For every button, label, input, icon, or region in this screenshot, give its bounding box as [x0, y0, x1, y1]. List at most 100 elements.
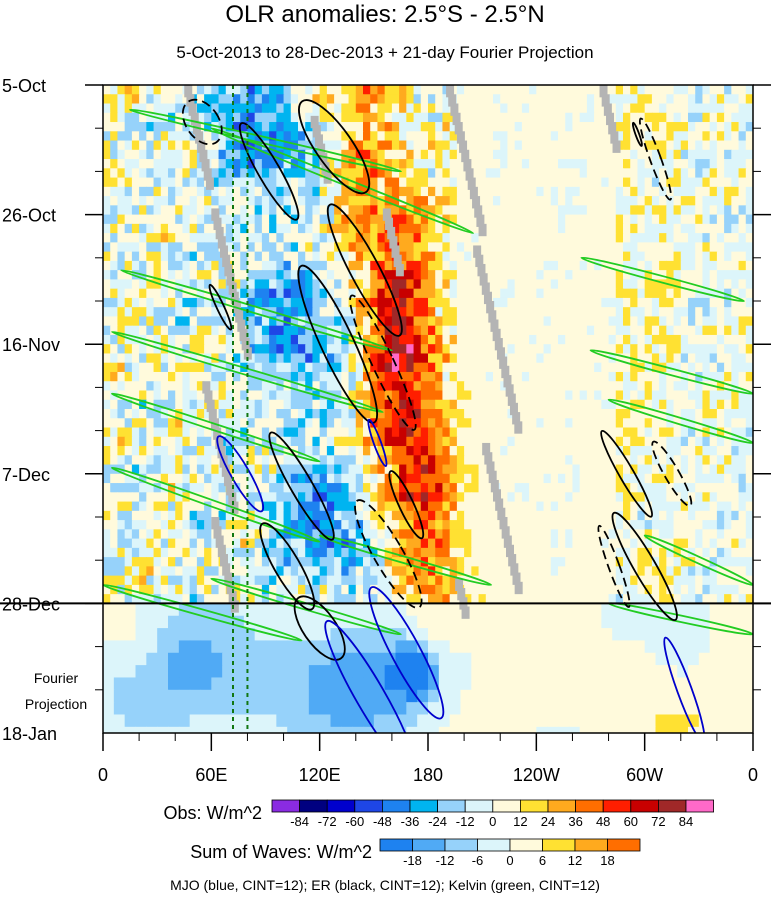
obs-cell: [478, 353, 487, 364]
obs-cell: [529, 483, 537, 493]
obs-cell: [240, 131, 249, 142]
obs-cell: [644, 575, 653, 586]
obs-cell: [435, 557, 444, 567]
obs-cell: [420, 242, 429, 253]
obs-cell: [261, 94, 270, 105]
obs-cell: [442, 177, 451, 188]
obs-cell: [507, 112, 516, 123]
obs-cell: [377, 85, 386, 95]
obs-cell: [724, 251, 732, 262]
obs-cell: [103, 279, 111, 290]
obs-cell: [348, 177, 357, 188]
obs-cell: [529, 316, 537, 327]
obs-cell: [493, 529, 501, 540]
obs-cell: [182, 103, 191, 114]
obs-cell: [110, 547, 119, 558]
obs-cell: [579, 316, 588, 327]
obs-cell: [536, 399, 545, 410]
obs-cell: [363, 112, 371, 123]
obs-cell: [269, 149, 277, 160]
obs-cell: [218, 270, 227, 280]
obs-cell: [442, 464, 451, 475]
obs-cell: [139, 409, 147, 419]
obs-cell: [478, 168, 487, 179]
obs-cell: [168, 288, 176, 299]
obs-cell: [189, 168, 198, 179]
obs-cell: [442, 584, 451, 595]
obs-cell: [117, 205, 126, 216]
obs-cell: [456, 399, 465, 410]
obs-cell: [478, 427, 487, 438]
obs-cell: [413, 149, 422, 160]
obs-cell: [326, 214, 335, 225]
obs-cell: [673, 260, 682, 271]
obs-cell: [680, 131, 689, 142]
obs-cell: [456, 409, 465, 419]
obs-cell: [738, 325, 747, 336]
obs-cell: [189, 547, 198, 558]
obs-cell: [702, 177, 711, 188]
obs-cell: [565, 334, 574, 345]
obs-cell: [673, 436, 682, 447]
obs-cell: [290, 362, 299, 373]
obs-cell: [464, 529, 472, 540]
obs-cell: [276, 288, 285, 299]
obs-cell: [608, 529, 617, 540]
obs-cell: [384, 186, 393, 197]
obs-cell: [146, 186, 155, 197]
obs-cell: [240, 529, 249, 540]
obs-cell: [247, 409, 256, 419]
obs-cell: [500, 131, 509, 142]
obs-cell: [377, 399, 386, 410]
obs-cell: [211, 279, 220, 290]
obs-cell: [254, 85, 263, 95]
obs-cell: [644, 270, 653, 280]
obs-cell: [594, 233, 602, 243]
obs-cell: [435, 85, 444, 95]
obs-cell: [572, 288, 581, 299]
obs-cell: [384, 316, 393, 327]
obs-cell: [608, 399, 617, 410]
obs-cell: [521, 177, 530, 188]
obs-cell: [680, 270, 689, 280]
obs-cell: [608, 85, 617, 95]
obs-cell: [659, 483, 667, 493]
obs-cell: [117, 446, 126, 456]
obs-cell: [435, 390, 444, 401]
obs-cell: [702, 353, 711, 364]
obs-cell: [702, 186, 711, 197]
obs-cell: [182, 418, 191, 429]
obs-cell: [572, 251, 581, 262]
obs-cell: [348, 205, 357, 216]
obs-cell: [572, 233, 581, 243]
obs-cell: [196, 353, 205, 364]
obs-cell: [254, 464, 263, 475]
obs-cell: [550, 538, 559, 549]
obs-cell: [529, 427, 537, 438]
obs-cell: [153, 270, 162, 280]
obs-cell: [659, 242, 667, 253]
obs-cell: [608, 362, 617, 373]
obs-cell: [428, 371, 436, 382]
obs-cell: [435, 455, 444, 466]
obs-cell: [283, 251, 292, 262]
obs-cell: [283, 242, 292, 253]
obs-cell: [406, 371, 415, 382]
obs-cell: [103, 473, 111, 484]
obs-cell: [160, 418, 169, 429]
obs-cell: [608, 566, 617, 577]
obs-cell: [326, 492, 335, 503]
obs-cell: [702, 436, 711, 447]
obs-cell: [615, 251, 624, 262]
obs-cell: [731, 214, 740, 225]
obs-cell: [731, 159, 740, 169]
obs-cell: [153, 538, 162, 549]
obs-cell: [399, 242, 407, 253]
obs-cell: [558, 390, 566, 401]
obs-cell: [485, 334, 494, 345]
obs-cell: [326, 260, 335, 271]
obs-cell: [565, 584, 574, 595]
obs-cell: [160, 279, 169, 290]
obs-cell: [269, 297, 277, 308]
obs-cell: [651, 288, 660, 299]
